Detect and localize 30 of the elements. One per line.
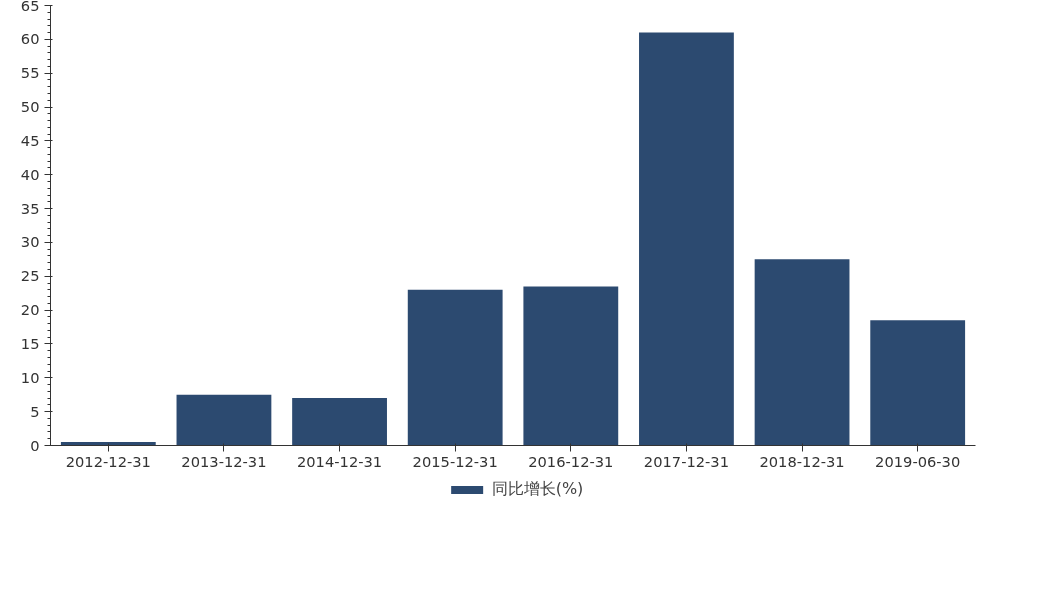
y-tick-label: 35 — [20, 199, 40, 217]
y-tick-label: 0 — [30, 436, 40, 454]
y-tick-label: 65 — [20, 0, 40, 14]
x-tick-label: 2014-12-31 — [296, 452, 383, 470]
y-tick-label: 10 — [20, 368, 40, 386]
bar — [523, 286, 619, 446]
bar — [176, 394, 272, 446]
x-tick-label: 2013-12-31 — [181, 452, 267, 470]
y-tick-label: 25 — [20, 267, 40, 285]
x-tick-label: 2016-12-31 — [528, 452, 614, 470]
y-tick-label: 30 — [20, 233, 40, 251]
bar — [639, 32, 734, 446]
x-tick-label: 2015-12-31 — [412, 452, 498, 470]
y-tick-label: 45 — [20, 131, 40, 149]
y-tick-label: 50 — [20, 98, 40, 116]
bar — [754, 259, 850, 446]
y-tick-label: 15 — [20, 334, 40, 352]
bar — [870, 320, 966, 446]
bar — [407, 289, 503, 446]
x-tick-label: 2018-12-31 — [759, 452, 845, 470]
x-tick-label: 2017-12-31 — [643, 452, 730, 470]
y-tick-label: 55 — [20, 64, 40, 82]
y-tick-label: 60 — [20, 30, 40, 48]
bar — [292, 398, 387, 446]
legend-label: 同比增长(%) — [491, 478, 584, 500]
y-tick-label: 40 — [20, 165, 40, 183]
y-tick-label: 5 — [30, 402, 40, 420]
y-tick-label: 20 — [20, 301, 40, 319]
x-tick-label: 2019-06-30 — [875, 452, 961, 470]
x-tick-label: 2012-12-31 — [65, 452, 151, 470]
